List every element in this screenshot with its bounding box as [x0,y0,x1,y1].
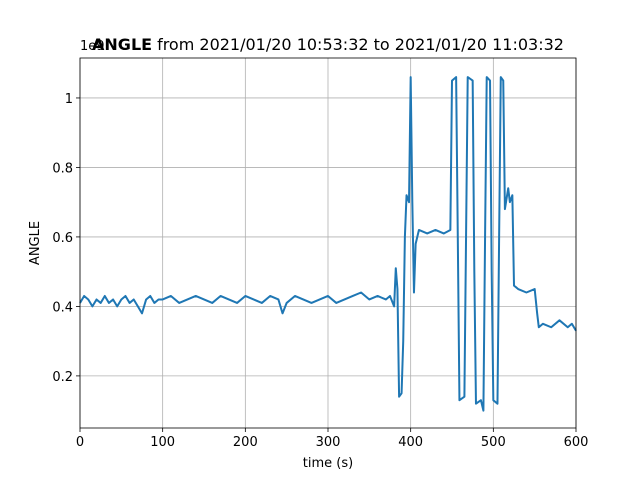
y-offset-text: 1e9 [80,39,105,54]
y-tick-label: 0.2 [52,370,73,385]
y-tick-label: 0.6 [52,231,73,246]
chart-title: ANGLE from 2021/01/20 10:53:32 to 2021/01… [92,35,564,54]
plot-frame [79,57,577,429]
x-tick-label: 400 [398,435,423,450]
y-tick-label: 1 [65,92,73,107]
y-tick-label: 0.8 [52,161,73,176]
x-tick-label: 600 [564,435,589,450]
x-tick-label: 500 [481,435,506,450]
title-bold: ANGLE [92,35,152,54]
title-rest: from 2021/01/20 10:53:32 to 2021/01/20 1… [157,35,564,54]
x-tick-label: 300 [316,435,341,450]
x-tick-label: 200 [233,435,258,450]
y-axis-label: ANGLE [28,221,43,265]
x-tick-label: 100 [150,435,175,450]
x-tick-label: 0 [76,435,84,450]
x-axis-label: time (s) [303,456,353,471]
y-tick-label: 0.4 [52,300,73,315]
data-line [79,76,577,412]
